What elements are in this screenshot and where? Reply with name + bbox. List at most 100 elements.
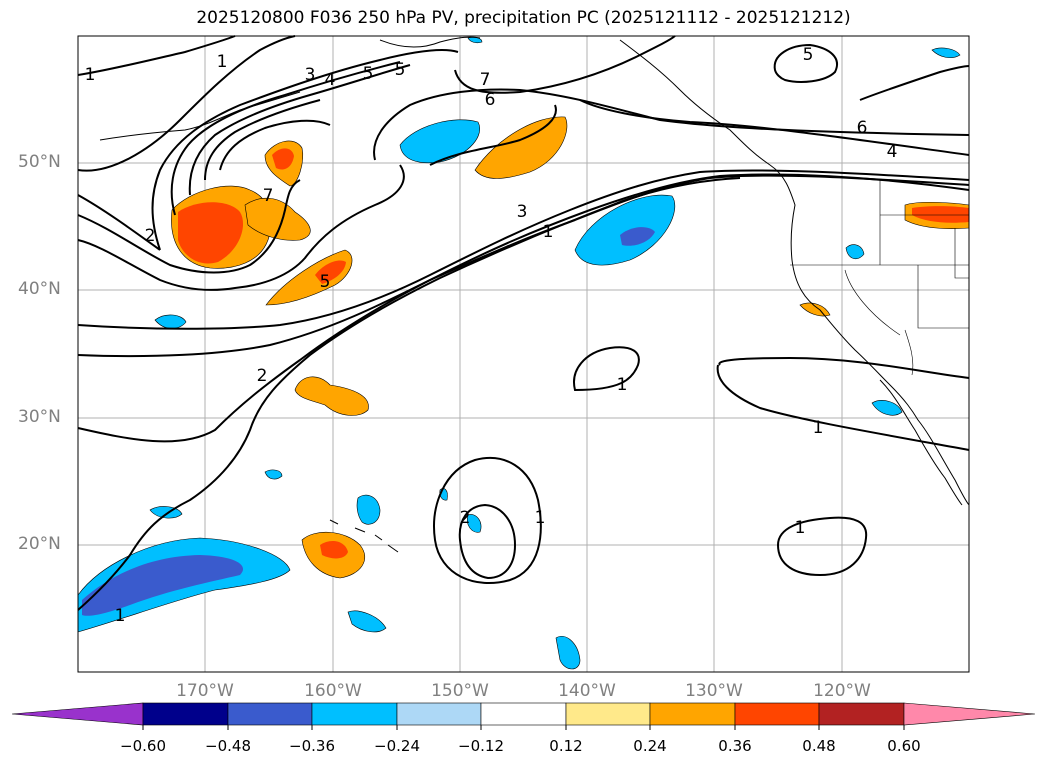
- pv-contour: [77, 169, 970, 330]
- precip-positive-area: [474, 116, 568, 179]
- contour-labels: 1 1 3 4 5 5 7 6 5 6 4 7 2 5 3 1 2 1 1 1 …: [85, 45, 898, 626]
- colorbar-tick-label: 0.24: [633, 737, 667, 755]
- pv-contour: [77, 35, 236, 76]
- lon-label-170w: 170°W: [176, 681, 234, 701]
- colorbar-tick-label: −0.60: [120, 737, 166, 755]
- pv-contour: [77, 177, 741, 611]
- colorbar-tick-label: 0.12: [549, 737, 583, 755]
- contour-label: 5: [320, 272, 331, 292]
- colorbar-segment: [227, 702, 313, 726]
- lon-label-150w: 150°W: [431, 681, 489, 701]
- state-border: [790, 180, 969, 329]
- pv-contour: [77, 179, 301, 274]
- contour-label: 1: [217, 52, 228, 72]
- precip-negative-area: [574, 194, 676, 266]
- coastlines: [99, 36, 970, 553]
- pv-contour: [458, 503, 517, 580]
- precip-positive-core: [272, 148, 294, 170]
- alaska-coast: [379, 36, 481, 48]
- precip-negative-area: [154, 314, 187, 329]
- contour-label: 2: [460, 508, 471, 528]
- pv-contour: [716, 356, 970, 451]
- colorbar-tick-label: −0.12: [458, 737, 504, 755]
- colorbar-tick-label: −0.36: [289, 737, 335, 755]
- pv-contour: [77, 35, 296, 172]
- pv-contour: [579, 99, 970, 156]
- contour-label: 3: [305, 65, 316, 85]
- precip-negative-core: [82, 555, 244, 616]
- lat-label-40n: 40°N: [18, 279, 61, 299]
- pv-contour: [219, 119, 331, 171]
- precip-negative-area: [356, 494, 381, 525]
- contour-label: 4: [325, 70, 336, 90]
- baja-peninsula-coast: [879, 379, 963, 506]
- precip-negative-area: [347, 610, 387, 633]
- colorbar-segment: [311, 702, 398, 726]
- contour-label: 1: [543, 222, 554, 242]
- colorbar-segment: [734, 702, 820, 726]
- hawaiian-islands: [329, 519, 399, 553]
- aleutian-islands: [99, 91, 301, 141]
- state-borders: [790, 180, 969, 376]
- pv-contour: [573, 346, 640, 392]
- precip-negative-core: [620, 227, 655, 246]
- colorbar-tick-label: 0.36: [718, 737, 752, 755]
- precip-positive-core: [315, 260, 346, 284]
- contour-label: 1: [535, 508, 546, 528]
- colorbar-tick-label: −0.48: [205, 737, 251, 755]
- north-america-coast: [619, 39, 970, 506]
- pv-contour: [454, 35, 676, 94]
- map-frame: [77, 35, 970, 673]
- colorbar-segment: [480, 702, 567, 726]
- pv-contour: [188, 64, 411, 196]
- colorbar-extend-right: [903, 702, 1036, 726]
- contour-label: 4: [887, 142, 898, 162]
- colorbar-tick-label: 0.60: [887, 737, 921, 755]
- colorbar-tick-marks: [142, 725, 905, 730]
- precip-negative-area: [871, 400, 903, 416]
- precip-negative-area: [931, 47, 961, 59]
- pv-contour: [776, 516, 868, 577]
- precip-positive-area: [294, 376, 369, 416]
- contour-label: 1: [617, 375, 628, 395]
- precip-positive-area: [244, 198, 311, 241]
- contour-label: 5: [803, 45, 814, 65]
- pv-contour: [429, 104, 557, 166]
- precip-positive-core: [912, 206, 969, 223]
- precip-positive-core: [178, 202, 244, 264]
- contour-label: 7: [263, 186, 274, 206]
- contour-label: 1: [795, 518, 806, 538]
- map-title: 2025120800 F036 250 hPa PV, precipitatio…: [196, 8, 851, 28]
- lon-label-160w: 160°W: [304, 681, 362, 701]
- contour-label: 1: [85, 65, 96, 85]
- colorbar-segment: [649, 702, 736, 726]
- colorbar-segment: [818, 702, 905, 726]
- precip-positive-core: [320, 540, 348, 559]
- contour-label: 2: [257, 366, 268, 386]
- lon-label-140w: 140°W: [558, 681, 616, 701]
- colorbar-tick-label: 0.48: [802, 737, 836, 755]
- pv-contour: [433, 457, 542, 585]
- precip-negative-area: [399, 119, 480, 164]
- colorbar-tick-label: −0.24: [374, 737, 420, 755]
- precipitation-shading: [77, 36, 970, 670]
- lon-label-130w: 130°W: [685, 681, 743, 701]
- contour-label: 5: [363, 64, 374, 84]
- lat-label-20n: 20°N: [18, 534, 61, 554]
- pv-contour: [773, 43, 838, 83]
- state-border: [844, 269, 914, 376]
- precip-negative-area: [467, 514, 482, 533]
- precip-negative-area: [555, 636, 581, 670]
- colorbar-extend-left: [11, 702, 144, 726]
- colorbar: [11, 702, 1036, 726]
- pv-contour: [170, 61, 401, 216]
- precip-negative-area: [845, 244, 865, 260]
- pv-contour: [151, 49, 459, 251]
- colorbar-segment: [396, 702, 482, 726]
- lon-label-120w: 120°W: [813, 681, 871, 701]
- contour-label: 7: [480, 70, 491, 90]
- lat-label-50n: 50°N: [18, 152, 61, 172]
- contour-label: 5: [395, 60, 406, 80]
- colorbar-segment: [565, 702, 651, 726]
